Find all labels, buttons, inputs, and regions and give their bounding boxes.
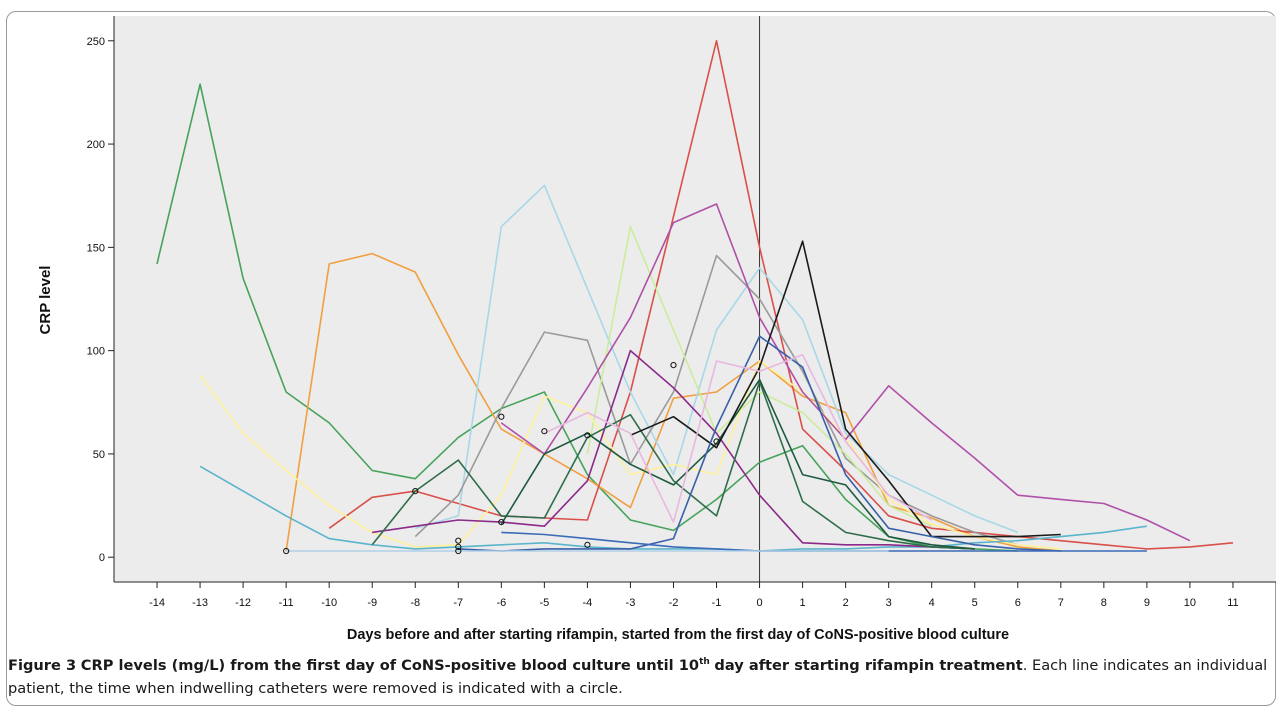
caption-title-sup: th (699, 657, 710, 667)
catheter-removal-marker (412, 488, 419, 495)
x-tick-label: 7 (1058, 597, 1064, 609)
x-tick-label: -11 (279, 597, 294, 609)
caption-label: Figure 3 (8, 656, 77, 674)
x-tick-label: -1 (712, 597, 722, 609)
y-axis-title: CRP level (37, 266, 54, 335)
figure-caption: Figure 3 CRP levels (mg/L) from the firs… (8, 651, 1270, 700)
catheter-removal-marker (455, 547, 462, 555)
series-line (414, 254, 1019, 546)
x-tick-label: -6 (496, 597, 506, 609)
plot-area (114, 16, 1276, 582)
x-tick-label: 9 (1144, 597, 1150, 609)
x-tick-label: -3 (626, 597, 636, 609)
series-line (458, 335, 1061, 552)
x-tick-label: -10 (321, 597, 337, 609)
series-line (199, 360, 1061, 550)
x-tick-label: 2 (843, 597, 849, 609)
x-tick-label: -14 (149, 597, 165, 609)
series-line (156, 83, 1018, 552)
catheter-removal-marker (670, 362, 677, 369)
x-tick-label: -4 (583, 597, 593, 609)
caption-title-a: CRP levels (mg/L) from the first day of … (80, 656, 700, 674)
series-line (544, 354, 933, 523)
series-line (372, 349, 975, 550)
x-tick-label: -7 (453, 597, 463, 609)
series-line (285, 252, 1061, 552)
catheter-removal-marker (584, 541, 591, 548)
x-tick-label: -13 (192, 597, 208, 609)
x-tick-label: 5 (972, 597, 978, 609)
y-tick-label: 200 (87, 139, 105, 151)
catheter-removal-marker (713, 438, 720, 445)
catheter-removal-marker (498, 413, 505, 420)
series-line (630, 240, 1061, 538)
x-tick-label: 3 (886, 597, 892, 609)
catheter-removal-marker (455, 537, 462, 544)
x-tick-label: 4 (929, 597, 935, 609)
series-line (586, 225, 933, 527)
x-tick-label: -5 (539, 597, 549, 609)
y-tick-label: 100 (87, 346, 105, 358)
catheter-removal-marker (498, 518, 505, 526)
series-line (500, 378, 975, 550)
y-tick-label: 50 (93, 449, 105, 461)
series-line (500, 203, 1191, 542)
catheter-removal-marker (455, 543, 462, 550)
x-tick-label: 8 (1101, 597, 1107, 609)
caption-body: . Each line indicates an individual pati… (8, 656, 1268, 697)
series-line (415, 184, 1019, 534)
x-tick-label: 6 (1015, 597, 1021, 609)
series-line (328, 40, 1234, 550)
series-line (371, 380, 975, 550)
x-tick-label: 0 (756, 597, 762, 609)
x-tick-label: 10 (1184, 597, 1196, 609)
series-line (199, 465, 1148, 552)
x-tick-label: -12 (235, 597, 251, 609)
y-tick-label: 0 (99, 552, 105, 564)
y-tick-label: 250 (87, 36, 105, 48)
x-axis-title: Days before and after starting rifampin,… (347, 627, 1009, 643)
caption-title-b: day after starting rifampin treatment (714, 656, 1023, 674)
catheter-removal-marker (541, 428, 548, 435)
x-tick-label: 1 (800, 597, 806, 609)
x-tick-label: 11 (1227, 597, 1238, 609)
x-tick-label: -9 (367, 597, 377, 609)
x-tick-label: -8 (410, 597, 420, 609)
catheter-removal-marker (283, 547, 290, 555)
catheter-removal-marker (584, 432, 591, 439)
y-tick-label: 150 (87, 242, 105, 254)
x-tick-label: -2 (669, 597, 679, 609)
